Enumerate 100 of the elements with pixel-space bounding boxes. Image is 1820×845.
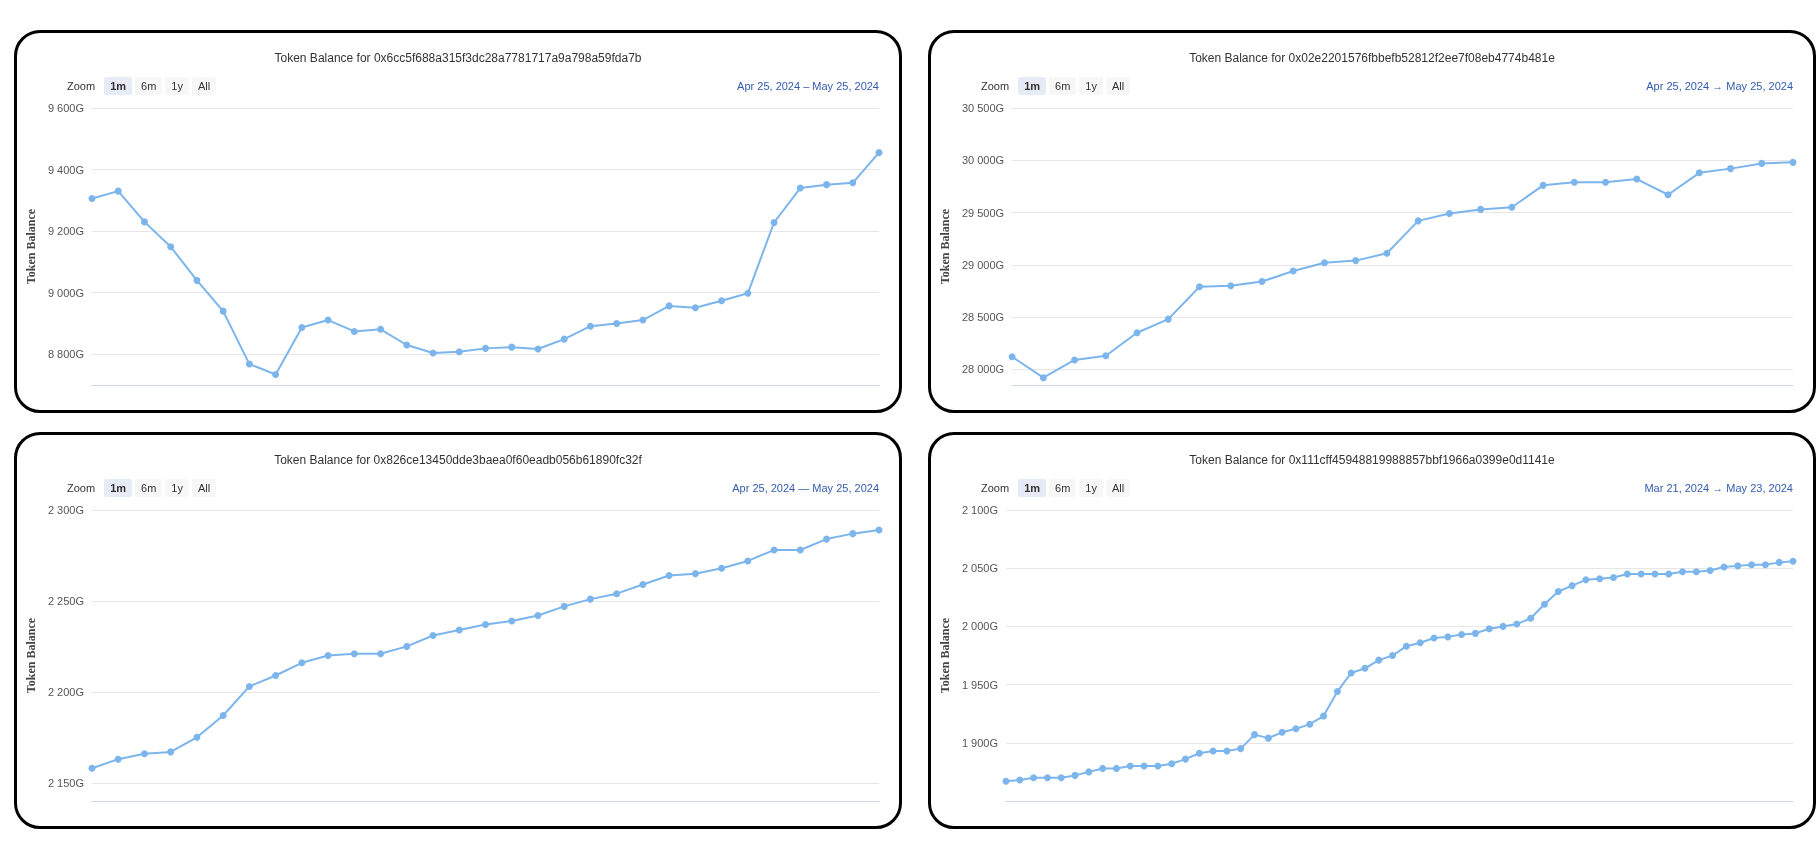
y-tick-label: 2 150G <box>47 776 84 789</box>
y-axis-title: Token Balance <box>24 617 38 694</box>
point <box>1102 352 1110 360</box>
point <box>1002 777 1010 785</box>
point <box>1692 568 1700 576</box>
point <box>744 557 752 565</box>
point <box>1444 633 1452 641</box>
point <box>1289 267 1297 275</box>
point <box>560 602 568 610</box>
point <box>613 590 621 598</box>
point <box>1513 620 1521 628</box>
point <box>245 682 253 690</box>
y-tick-label: 9 600G <box>47 102 84 114</box>
point <box>1071 356 1079 364</box>
text: 1y <box>165 77 189 95</box>
point <box>718 564 726 572</box>
point <box>377 325 385 333</box>
y-tick-label: 29 500G <box>961 206 1005 219</box>
point <box>613 319 621 327</box>
y-tick-label: 9 200G <box>47 225 84 238</box>
point <box>1734 562 1742 570</box>
text: All <box>191 479 217 497</box>
point <box>377 650 385 658</box>
text: 1y <box>1079 77 1103 95</box>
point <box>508 343 516 351</box>
y-tick-label: 2 300G <box>47 504 84 516</box>
point <box>1347 669 1355 677</box>
point <box>1154 762 1162 770</box>
point <box>1471 629 1479 637</box>
point <box>88 194 96 202</box>
point <box>1695 169 1703 177</box>
chart-title: Token Balance for 0x111cff45948819988857bbf1966a0399e0d1141e <box>1189 453 1556 467</box>
point <box>875 149 883 157</box>
point <box>482 344 489 352</box>
text: All <box>1105 479 1131 497</box>
text: Apr 25, 2024 – May 25, 2024 <box>737 80 879 92</box>
point <box>691 570 699 578</box>
point <box>1596 575 1604 583</box>
point <box>1582 576 1590 584</box>
text: 6m <box>135 77 163 95</box>
point <box>167 243 175 251</box>
point <box>534 611 542 619</box>
point <box>1458 631 1466 639</box>
point <box>1402 642 1410 650</box>
point <box>1706 567 1714 575</box>
point <box>1043 774 1051 782</box>
y-axis-title: Token Balance <box>938 617 952 694</box>
y-tick-label: 1 900G <box>961 736 998 749</box>
point <box>1554 587 1562 595</box>
text: Mar 21, 2024 → May 23, 2024 <box>1644 482 1793 494</box>
y-tick-label: 30 500G <box>961 102 1005 114</box>
point <box>1775 558 1783 566</box>
point <box>403 642 411 650</box>
text: 1y <box>165 479 189 497</box>
point <box>1099 764 1107 772</box>
point <box>1508 203 1516 211</box>
point <box>1748 561 1756 569</box>
point <box>1071 771 1079 779</box>
point <box>298 323 306 331</box>
point <box>1361 664 1369 672</box>
point <box>1383 249 1391 257</box>
y-tick-label: 1 950G <box>961 678 998 691</box>
point <box>1789 557 1797 565</box>
point <box>1133 329 1141 337</box>
point <box>1333 688 1341 696</box>
point <box>1126 762 1134 770</box>
point <box>403 341 411 349</box>
y-tick-label: 9 400G <box>47 163 84 176</box>
y-axis-title: Token Balance <box>938 208 952 285</box>
point <box>639 581 647 589</box>
point <box>272 672 280 679</box>
point <box>1375 656 1383 664</box>
point <box>1414 217 1422 225</box>
point <box>1540 600 1548 608</box>
chart-title: Token Balance for 0x02e2201576fbbefb52812f2ee7f08eb4774b481e <box>1189 51 1556 65</box>
point <box>167 748 175 756</box>
point <box>88 764 96 772</box>
point <box>1477 205 1485 213</box>
y-tick-label: 2 050G <box>961 562 998 575</box>
point <box>1485 625 1493 633</box>
point <box>298 659 306 667</box>
point <box>455 626 463 634</box>
point <box>1539 181 1547 189</box>
point <box>245 360 253 368</box>
point <box>1320 259 1328 267</box>
y-tick-label: 2 100G <box>961 504 998 516</box>
point <box>1789 158 1797 166</box>
point <box>1352 257 1360 265</box>
point <box>272 371 280 379</box>
text: All <box>1105 77 1131 95</box>
point <box>508 617 516 625</box>
point <box>482 621 489 629</box>
point <box>324 652 332 659</box>
point <box>1227 282 1235 290</box>
point <box>193 733 201 741</box>
text: 1m <box>104 479 133 497</box>
point <box>1761 561 1769 569</box>
point <box>1057 774 1065 782</box>
point <box>1758 159 1766 167</box>
y-tick-label: 2 200G <box>47 685 84 698</box>
